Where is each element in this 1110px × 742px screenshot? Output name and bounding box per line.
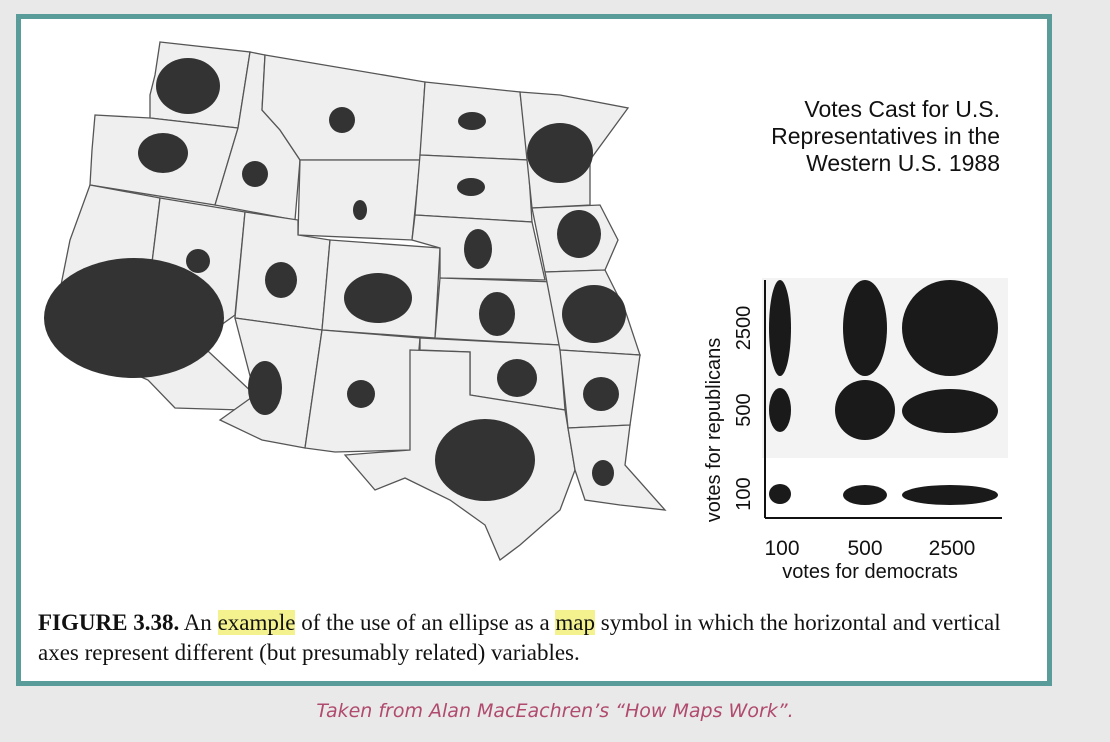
state-louisiana	[567, 424, 667, 511]
symbol-texas	[435, 419, 535, 501]
symbol-montana	[329, 107, 355, 133]
caption-text-2: of the use of an ellipse as a	[301, 610, 550, 635]
symbol-louisiana	[592, 460, 614, 486]
legend-x-tick-100: 100	[764, 537, 799, 560]
symbol-utah	[265, 262, 297, 298]
figure-caption: FIGURE 3.38. An example of the use of an…	[38, 608, 1028, 668]
symbol-south-dakota	[457, 178, 485, 196]
legend-x-tick-500: 500	[847, 537, 882, 560]
symbol-washington	[156, 58, 220, 114]
symbol-minnesota	[527, 123, 593, 183]
figure-number: FIGURE 3.38.	[38, 610, 180, 635]
map-title-line-1: Votes Cast for U.S.	[804, 96, 1000, 122]
legend-y-tick-100: 100	[733, 477, 755, 510]
legend-symbol-100-2500	[769, 280, 791, 376]
caption-text-1: An	[183, 610, 212, 635]
legend-symbol-100-100	[769, 484, 791, 504]
symbol-north-dakota	[458, 112, 486, 130]
symbol-colorado	[344, 273, 412, 323]
legend-y-tick-500: 500	[733, 393, 755, 426]
ellipse-legend: 2500 500 100 votes for republicans 100 5…	[703, 278, 1008, 583]
symbol-new-mexico	[347, 380, 375, 408]
legend-x-tick-2500: 2500	[929, 537, 976, 560]
symbol-california	[44, 258, 224, 378]
state-wyoming	[297, 159, 421, 241]
caption-highlight-map: map	[555, 610, 596, 635]
caption-text-3: symbol in which the horizontal and verti…	[38, 610, 1001, 665]
map-title-line-2: Representatives in the	[771, 123, 1000, 149]
legend-symbol-500-500	[835, 380, 895, 440]
source-note: Taken from Alan MacEachren’s “How Maps W…	[316, 700, 794, 722]
legend-x-axis-label: votes for democrats	[782, 561, 958, 583]
map-title: Votes Cast for U.S. Representatives in t…	[700, 96, 1000, 177]
map-title-line-3: Western U.S. 1988	[806, 150, 1000, 176]
legend-y-axis-label: votes for republicans	[703, 338, 725, 523]
symbol-kansas	[479, 292, 515, 336]
symbol-oklahoma	[497, 359, 537, 397]
caption-highlight-example: example	[217, 610, 296, 635]
legend-symbol-2500-100	[902, 485, 998, 505]
symbol-nebraska	[464, 229, 492, 269]
legend-symbol-100-500	[769, 388, 791, 432]
symbol-missouri	[562, 285, 626, 343]
legend-symbols	[769, 280, 998, 505]
symbol-arizona	[248, 361, 282, 415]
symbol-oregon	[138, 133, 188, 173]
symbol-idaho	[242, 161, 268, 187]
legend-symbol-2500-500	[902, 389, 998, 433]
symbol-wyoming	[353, 200, 367, 220]
symbol-arkansas	[583, 377, 619, 411]
legend-symbol-500-2500	[843, 280, 887, 376]
legend-symbol-2500-2500	[902, 280, 998, 376]
legend-symbol-500-100	[843, 485, 887, 505]
legend-y-tick-2500: 2500	[733, 306, 755, 351]
symbol-nevada-north	[186, 249, 210, 273]
symbol-iowa	[557, 210, 601, 258]
map-symbols	[44, 58, 626, 501]
